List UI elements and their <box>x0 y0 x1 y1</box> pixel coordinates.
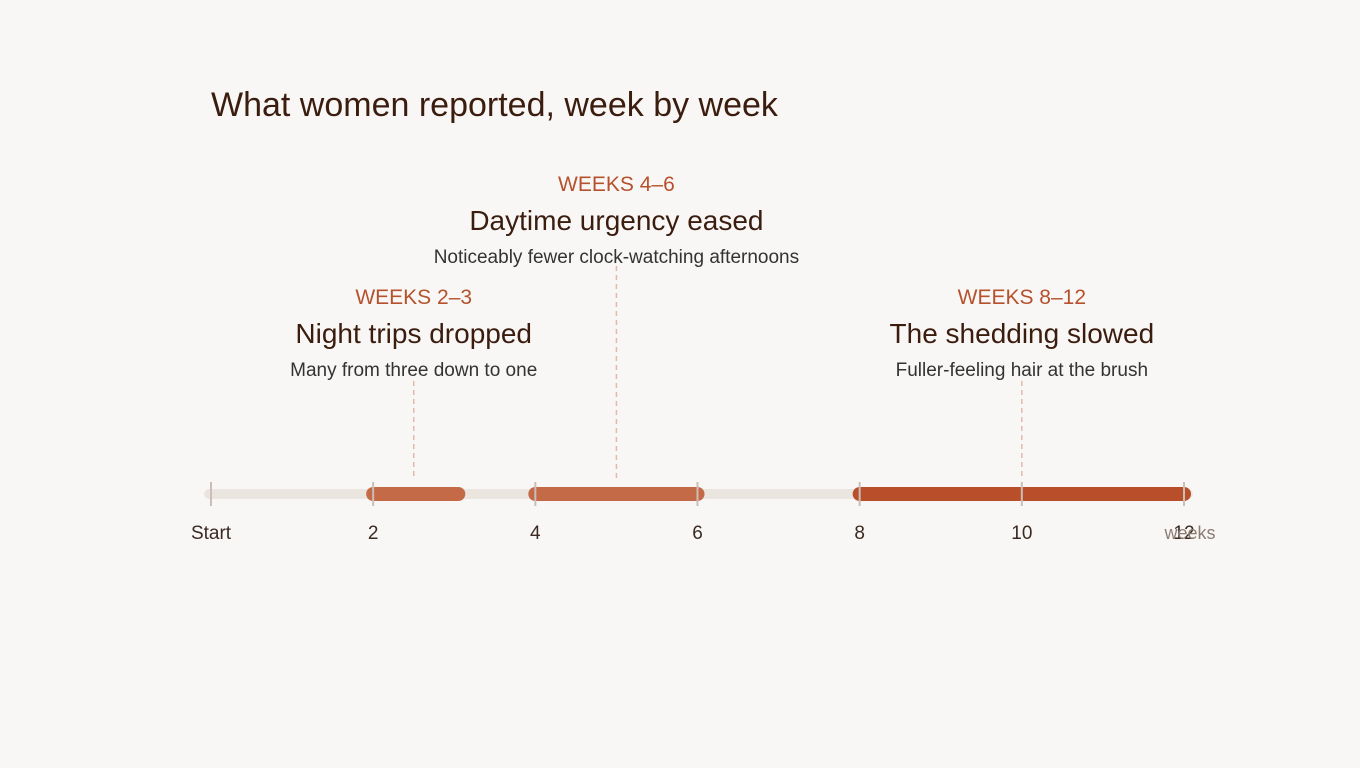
tick-label: Start <box>191 523 232 544</box>
tick-label: 4 <box>530 523 541 544</box>
page-title: What women reported, week by week <box>211 86 778 124</box>
milestone-daytime-urgency: WEEKS 4–6 Daytime urgency eased Noticeab… <box>356 172 876 270</box>
milestone-period: WEEKS 8–12 <box>957 286 1087 309</box>
tick-label: 12 <box>1173 523 1194 544</box>
milestone-detail: Many from three down to one <box>290 360 538 381</box>
milestone-heading: Daytime urgency eased <box>469 205 764 236</box>
axis-unit-label: weeks <box>1163 523 1215 543</box>
milestone-shedding-slowed: WEEKS 8–12 The shedding slowed Fuller-fe… <box>762 285 1282 383</box>
tick-label: 10 <box>1011 523 1032 544</box>
milestone-night-trips: WEEKS 2–3 Night trips dropped Many from … <box>154 285 674 383</box>
milestone-period: WEEKS 2–3 <box>355 286 473 309</box>
milestone-period: WEEKS 4–6 <box>558 173 675 196</box>
tick-label: 8 <box>854 523 865 544</box>
tick-label: 2 <box>368 523 379 544</box>
milestone-heading: The shedding slowed <box>889 318 1155 349</box>
milestone-heading: Night trips dropped <box>295 318 532 349</box>
milestone-detail: Noticeably fewer clock-watching afternoo… <box>433 247 800 268</box>
tick-label: 6 <box>692 523 703 544</box>
milestone-detail: Fuller-feeling hair at the brush <box>895 360 1149 381</box>
